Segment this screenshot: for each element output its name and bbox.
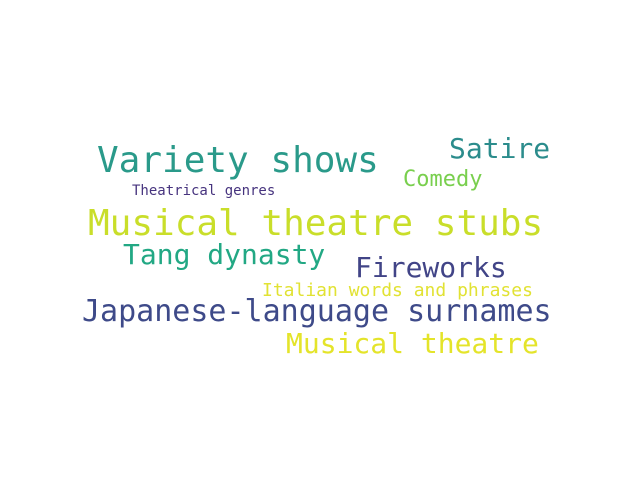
word-fireworks: Fireworks <box>355 251 507 284</box>
word-musical-theatre: Musical theatre <box>286 327 539 360</box>
word-tang-dynasty: Tang dynasty <box>123 238 326 271</box>
word-comedy: Comedy <box>403 167 483 192</box>
word-musical-theatre-stubs: Musical theatre stubs <box>88 203 544 244</box>
word-satire: Satire <box>449 132 551 165</box>
word-italian-words-and-phrases: Italian words and phrases <box>262 280 533 301</box>
word-variety-shows: Variety shows <box>97 140 379 181</box>
word-theatrical-genres: Theatrical genres <box>132 183 276 199</box>
word-japanese-language-surnames: Japanese-language surnames <box>82 294 552 329</box>
